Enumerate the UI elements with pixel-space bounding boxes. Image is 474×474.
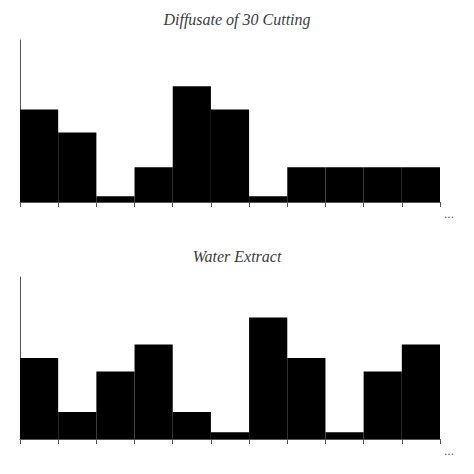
svg-text:...: ... [444, 444, 454, 458]
svg-text:...: ... [444, 207, 454, 221]
svg-text:Water Extract: Water Extract [193, 248, 282, 265]
svg-text:Diffusate of 30 Cutting: Diffusate of 30 Cutting [162, 11, 310, 29]
